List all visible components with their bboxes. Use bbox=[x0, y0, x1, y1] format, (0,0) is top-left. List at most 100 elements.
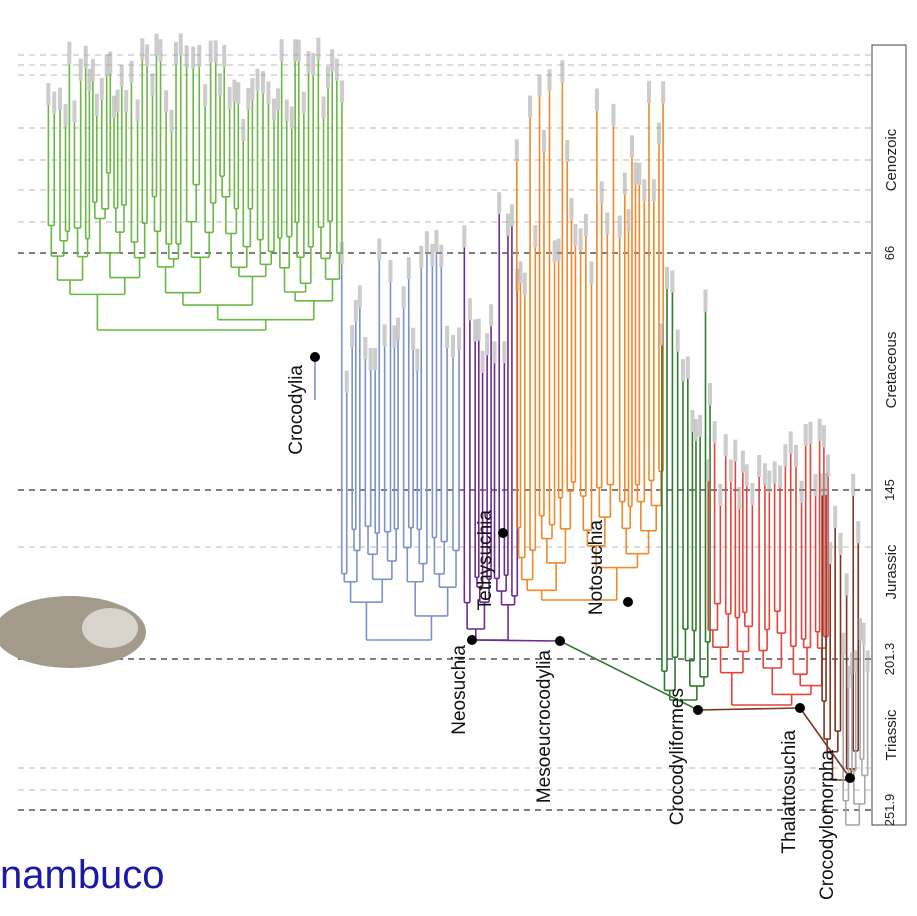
tip-labels bbox=[87, 69, 91, 91]
tip-labels bbox=[140, 38, 144, 60]
tip-labels bbox=[824, 473, 828, 495]
clade-label: Notosuchia bbox=[586, 520, 607, 615]
tip-labels bbox=[523, 273, 527, 295]
tip-labels bbox=[396, 318, 400, 340]
tip-labels bbox=[533, 225, 537, 247]
tip-labels bbox=[290, 106, 294, 128]
skull-highlight bbox=[82, 608, 138, 648]
tip-labels bbox=[590, 261, 594, 283]
tip-labels bbox=[209, 41, 213, 63]
tip-labels bbox=[851, 474, 855, 496]
tip-labels bbox=[553, 240, 557, 262]
tip-labels bbox=[52, 92, 56, 114]
tip-labels bbox=[718, 484, 722, 506]
tip-labels bbox=[767, 471, 771, 493]
tip-labels bbox=[660, 323, 664, 345]
tip-labels bbox=[854, 650, 858, 672]
tip-labels bbox=[681, 359, 685, 381]
tip-labels bbox=[595, 88, 599, 110]
tip-labels bbox=[510, 204, 514, 226]
tip-labels bbox=[335, 59, 339, 81]
tip-labels bbox=[46, 83, 50, 105]
tip-labels bbox=[694, 419, 698, 441]
tip-labels bbox=[468, 298, 472, 320]
tip-labels bbox=[108, 52, 112, 74]
tip-labels bbox=[407, 257, 411, 279]
tip-labels bbox=[489, 304, 493, 326]
clade-node bbox=[498, 528, 508, 538]
tip-labels bbox=[713, 421, 717, 443]
tip-labels bbox=[557, 239, 561, 261]
tip-labels bbox=[174, 42, 178, 64]
tip-labels bbox=[763, 463, 767, 485]
tip-labels bbox=[630, 135, 634, 157]
tip-labels bbox=[272, 99, 276, 121]
tip-labels bbox=[150, 73, 154, 95]
tip-labels bbox=[818, 419, 822, 441]
tip-labels bbox=[434, 230, 438, 252]
tip-labels bbox=[185, 45, 189, 67]
tip-labels bbox=[373, 348, 377, 370]
tip-labels bbox=[179, 33, 183, 55]
tip-labels bbox=[340, 242, 344, 264]
tip-labels bbox=[560, 60, 564, 82]
tip-labels bbox=[439, 245, 443, 267]
clade-node bbox=[310, 352, 320, 362]
tip-labels bbox=[833, 506, 837, 528]
tip-labels bbox=[676, 330, 680, 352]
tip-labels bbox=[72, 100, 76, 122]
tip-labels bbox=[425, 231, 429, 253]
tip-labels bbox=[542, 130, 546, 152]
tip-labels bbox=[236, 82, 240, 104]
tip-labels bbox=[690, 410, 694, 432]
tip-labels bbox=[302, 92, 306, 114]
tip-labels bbox=[354, 300, 358, 322]
tip-labels bbox=[67, 42, 71, 64]
branch bbox=[698, 708, 800, 710]
tip-labels bbox=[116, 90, 120, 112]
tip-labels bbox=[600, 181, 604, 203]
tip-labels bbox=[579, 228, 583, 250]
tip-labels bbox=[95, 94, 99, 116]
tip-labels bbox=[477, 319, 481, 341]
tip-labels bbox=[485, 333, 489, 355]
tip-labels bbox=[794, 445, 798, 467]
tip-labels bbox=[538, 75, 542, 97]
tip-labels bbox=[841, 633, 845, 655]
clade-node bbox=[623, 597, 633, 607]
tip-labels bbox=[392, 325, 396, 347]
tip-labels bbox=[340, 80, 344, 102]
tip-labels bbox=[846, 666, 850, 688]
tip-labels bbox=[345, 371, 349, 393]
clade-node bbox=[795, 703, 805, 713]
clade-node bbox=[467, 635, 477, 645]
tip-labels bbox=[136, 99, 140, 121]
tip-labels bbox=[800, 481, 804, 503]
tip-labels bbox=[91, 59, 95, 81]
tip-labels bbox=[528, 95, 532, 117]
tip-labels bbox=[611, 104, 615, 126]
tip-labels bbox=[605, 212, 609, 234]
clade-label: Tethysuchia bbox=[475, 510, 496, 611]
tip-labels bbox=[657, 123, 661, 145]
tip-labels bbox=[618, 216, 622, 238]
clade-label: Crocodylomorpha bbox=[817, 750, 838, 900]
tip-labels bbox=[515, 139, 519, 161]
tip-labels bbox=[445, 326, 449, 348]
tip-labels bbox=[804, 424, 808, 446]
tip-labels bbox=[757, 455, 761, 477]
tip-labels bbox=[203, 84, 207, 106]
tip-labels bbox=[750, 483, 754, 505]
tip-labels bbox=[326, 66, 330, 88]
tip-labels bbox=[647, 81, 651, 103]
tip-labels bbox=[241, 119, 245, 141]
tip-labels bbox=[311, 53, 315, 75]
clade-label: Neosuchia bbox=[449, 645, 470, 735]
era-label: Cretaceous bbox=[883, 332, 900, 409]
tip-labels bbox=[276, 88, 280, 110]
tip-labels bbox=[737, 487, 741, 509]
tip-labels bbox=[506, 214, 510, 236]
tip-labels bbox=[124, 90, 128, 112]
tip-labels bbox=[623, 173, 627, 195]
tip-labels bbox=[222, 45, 226, 67]
